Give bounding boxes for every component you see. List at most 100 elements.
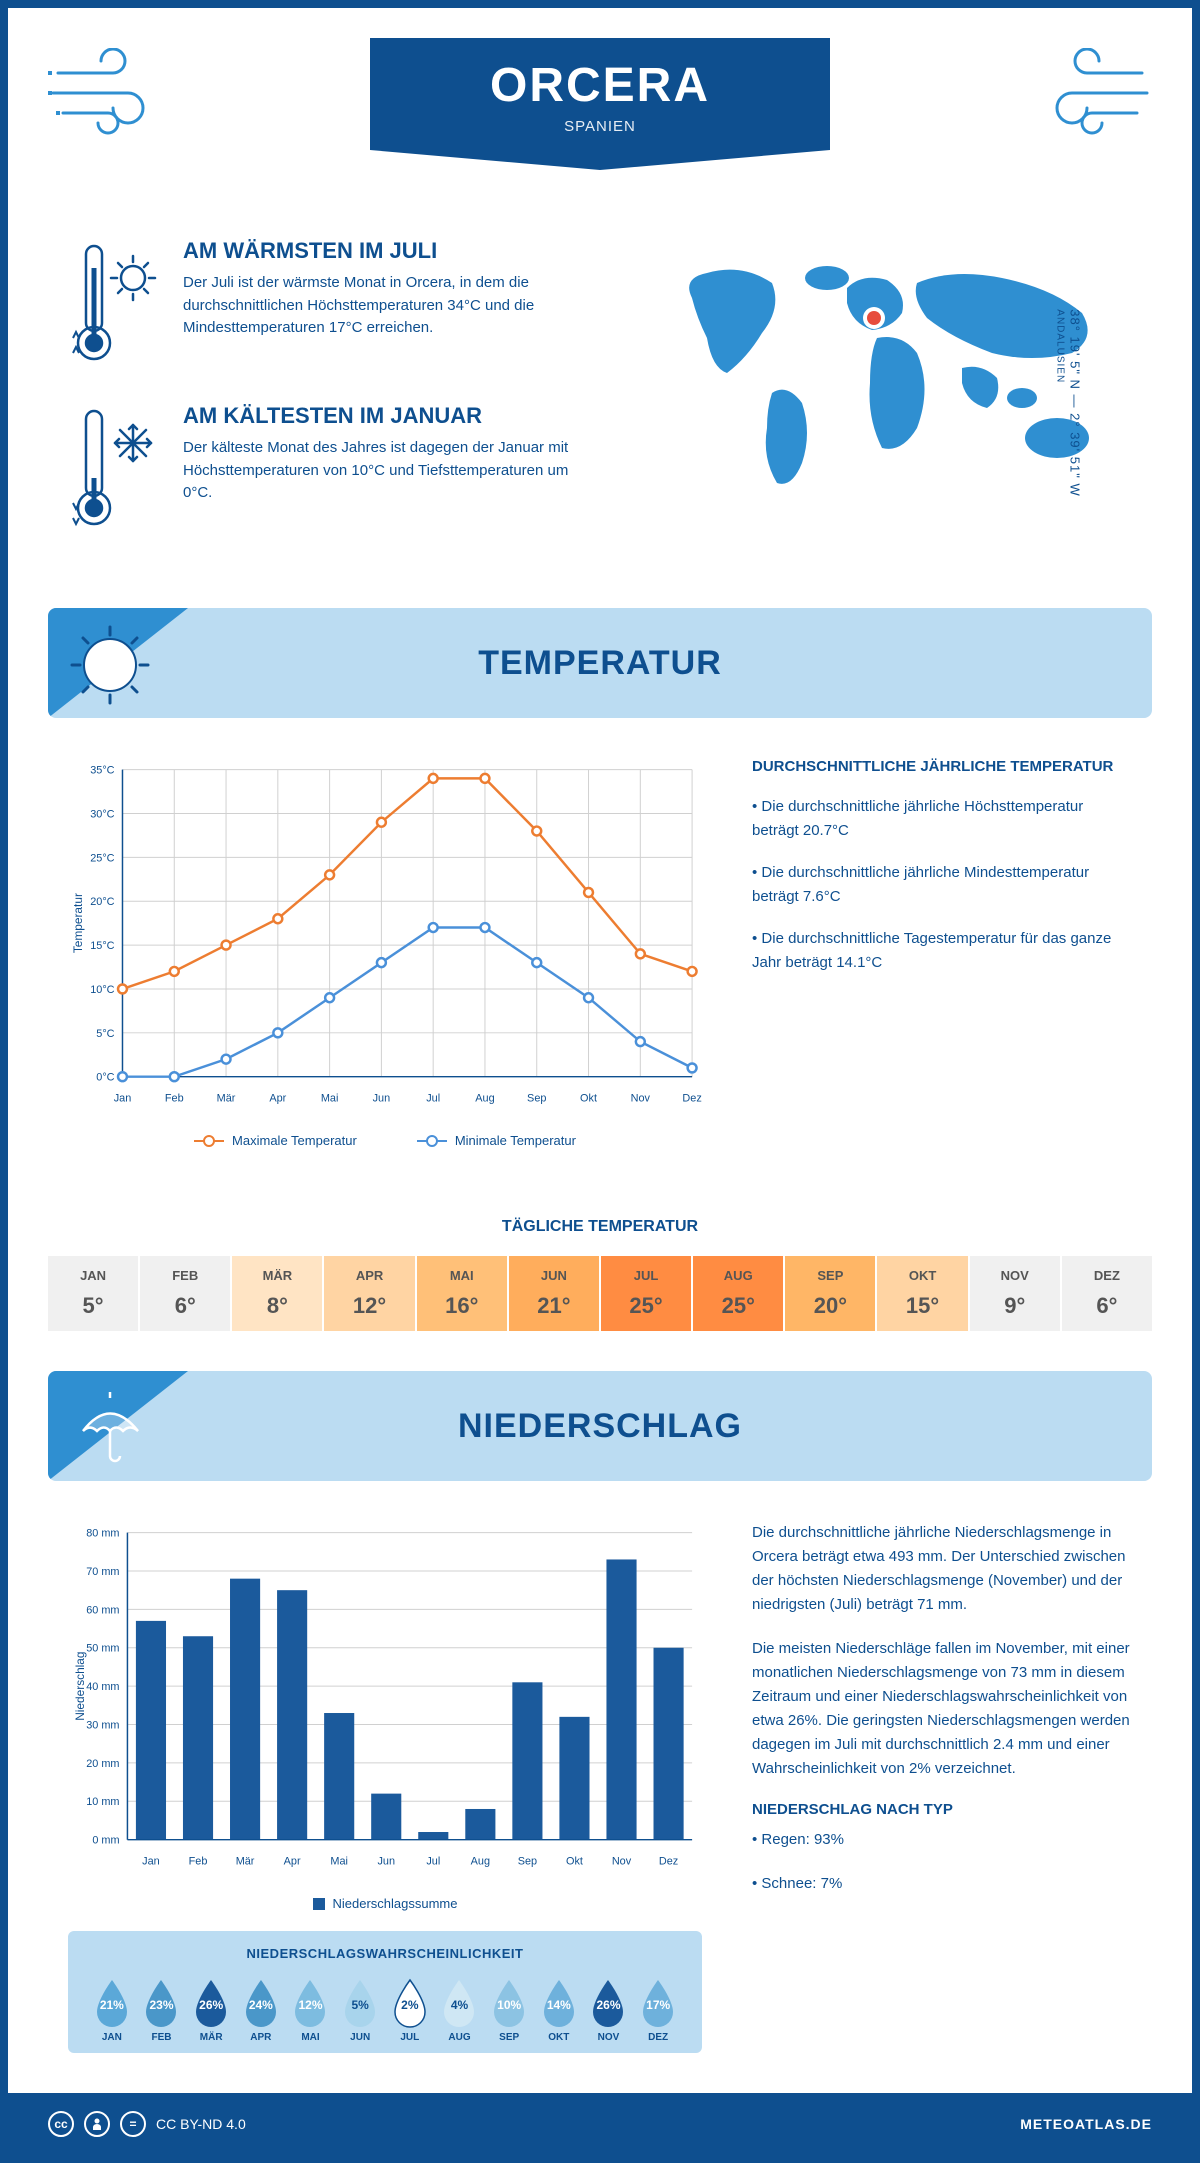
svg-text:30°C: 30°C — [90, 808, 114, 820]
svg-text:30 mm: 30 mm — [86, 1719, 119, 1731]
svg-text:Jun: Jun — [373, 1092, 391, 1104]
legend-max-label: Maximale Temperatur — [232, 1133, 357, 1148]
precip-text: Die durchschnittliche jährliche Niedersc… — [752, 1521, 1132, 1617]
daily-temp-cell: JUL25° — [601, 1256, 691, 1331]
temp-bullet: • Die durchschnittliche jährliche Höchst… — [752, 795, 1132, 843]
svg-text:Okt: Okt — [566, 1855, 583, 1867]
umbrella-icon — [68, 1386, 153, 1476]
daily-temp-cell: JUN21° — [509, 1256, 599, 1331]
svg-text:Mai: Mai — [321, 1092, 339, 1104]
cc-icon: cc — [48, 2111, 74, 2137]
daily-temp-cell: FEB6° — [140, 1256, 230, 1331]
svg-text:Mär: Mär — [236, 1855, 255, 1867]
prob-title: NIEDERSCHLAGSWAHRSCHEINLICHKEIT — [88, 1946, 682, 1961]
svg-text:80 mm: 80 mm — [86, 1528, 119, 1540]
precipitation-probability-box: NIEDERSCHLAGSWAHRSCHEINLICHKEIT 21% JAN … — [68, 1931, 702, 2053]
cc-nd-icon: = — [120, 2111, 146, 2137]
svg-text:Apr: Apr — [284, 1855, 301, 1867]
header: ORCERA SPANIEN — [8, 8, 1192, 208]
svg-text:20°C: 20°C — [90, 896, 114, 908]
svg-text:0 mm: 0 mm — [92, 1835, 119, 1847]
prob-drop-cell: 12% MAI — [287, 1976, 335, 2043]
precipitation-title: NIEDERSCHLAG — [48, 1407, 1152, 1446]
world-map-block: 38° 19' 5" N — 2° 39' 51" W ANDALUSIEN — [652, 238, 1132, 568]
legend-precip-label: Niederschlagssumme — [333, 1896, 458, 1911]
svg-text:10 mm: 10 mm — [86, 1796, 119, 1808]
precipitation-section-header: NIEDERSCHLAG — [48, 1371, 1152, 1481]
svg-text:Nov: Nov — [631, 1092, 651, 1104]
region-label: ANDALUSIEN — [1054, 309, 1065, 496]
legend-min-label: Minimale Temperatur — [455, 1133, 576, 1148]
title-banner: ORCERA SPANIEN — [370, 38, 830, 150]
svg-text:Sep: Sep — [518, 1855, 537, 1867]
svg-text:Jul: Jul — [426, 1855, 440, 1867]
coldest-title: AM KÄLTESTEN IM JANUAR — [183, 403, 583, 429]
svg-text:60 mm: 60 mm — [86, 1604, 119, 1616]
temperature-chart: 0°C5°C10°C15°C20°C25°C30°C35°CJanFebMärA… — [68, 758, 702, 1148]
precipitation-legend: Niederschlagssumme — [68, 1896, 702, 1911]
svg-text:Okt: Okt — [580, 1092, 597, 1104]
precip-type-rain: • Regen: 93% — [752, 1828, 1132, 1852]
thermometer-cold-icon — [68, 403, 158, 538]
wind-icon — [48, 48, 178, 143]
svg-text:Aug: Aug — [475, 1092, 494, 1104]
prob-drop-cell: 2% JUL — [386, 1976, 434, 2043]
license-text: CC BY-ND 4.0 — [156, 2116, 246, 2132]
temp-summary-title: DURCHSCHNITTLICHE JÄHRLICHE TEMPERATUR — [752, 758, 1132, 775]
daily-temp-cell: MÄR8° — [232, 1256, 322, 1331]
thermometer-hot-icon — [68, 238, 158, 373]
precip-text: Die meisten Niederschläge fallen im Nove… — [752, 1637, 1132, 1781]
coordinates: 38° 19' 5" N — 2° 39' 51" W ANDALUSIEN — [1054, 309, 1082, 496]
city-title: ORCERA — [370, 58, 830, 113]
svg-text:Temperatur: Temperatur — [71, 893, 85, 953]
precip-type-snow: • Schnee: 7% — [752, 1872, 1132, 1896]
temperature-section-header: TEMPERATUR — [48, 608, 1152, 718]
svg-text:Mai: Mai — [330, 1855, 348, 1867]
svg-text:15°C: 15°C — [90, 940, 114, 952]
svg-text:70 mm: 70 mm — [86, 1566, 119, 1578]
prob-drop-cell: 26% MÄR — [187, 1976, 235, 2043]
warmest-title: AM WÄRMSTEN IM JULI — [183, 238, 583, 264]
svg-text:Feb: Feb — [189, 1855, 208, 1867]
svg-text:50 mm: 50 mm — [86, 1643, 119, 1655]
svg-text:Jan: Jan — [114, 1092, 132, 1104]
svg-text:10°C: 10°C — [90, 984, 114, 996]
svg-text:Feb: Feb — [165, 1092, 184, 1104]
daily-temp-title: TÄGLICHE TEMPERATUR — [8, 1218, 1192, 1236]
daily-temp-grid: JAN5°FEB6°MÄR8°APR12°MAI16°JUN21°JUL25°A… — [48, 1256, 1152, 1331]
infographic-frame: ORCERA SPANIEN — [0, 0, 1200, 2163]
precip-type-title: NIEDERSCHLAG NACH TYP — [752, 1801, 1132, 1818]
wind-icon — [1022, 48, 1152, 143]
daily-temp-cell: SEP20° — [785, 1256, 875, 1331]
daily-temp-cell: AUG25° — [693, 1256, 783, 1331]
temperature-summary: DURCHSCHNITTLICHE JÄHRLICHE TEMPERATUR •… — [752, 758, 1132, 1148]
warmest-block: AM WÄRMSTEN IM JULI Der Juli ist der wär… — [68, 238, 612, 373]
svg-text:40 mm: 40 mm — [86, 1681, 119, 1693]
svg-text:Jan: Jan — [142, 1855, 160, 1867]
svg-text:Dez: Dez — [659, 1855, 678, 1867]
precipitation-chart: 0 mm10 mm20 mm30 mm40 mm50 mm60 mm70 mm8… — [68, 1521, 702, 1911]
temperature-title: TEMPERATUR — [48, 644, 1152, 683]
temp-bullet: • Die durchschnittliche Tagestemperatur … — [752, 927, 1132, 975]
temperature-legend: .legend-line[style*="ed7d31"]::after{bor… — [68, 1133, 702, 1148]
svg-text:5°C: 5°C — [96, 1028, 114, 1040]
svg-text:0°C: 0°C — [96, 1072, 114, 1084]
daily-temp-cell: APR12° — [324, 1256, 414, 1331]
svg-text:Dez: Dez — [682, 1092, 701, 1104]
coldest-block: AM KÄLTESTEN IM JANUAR Der kälteste Mona… — [68, 403, 612, 538]
prob-drop-cell: 5% JUN — [336, 1976, 384, 2043]
svg-text:Sep: Sep — [527, 1092, 546, 1104]
prob-drop-cell: 4% AUG — [436, 1976, 484, 2043]
coldest-text: Der kälteste Monat des Jahres ist dagege… — [183, 437, 583, 505]
prob-drop-cell: 26% NOV — [585, 1976, 633, 2043]
brand-text: METEOATLAS.DE — [1020, 2116, 1152, 2132]
svg-text:Niederschlag: Niederschlag — [73, 1651, 87, 1720]
daily-temp-cell: DEZ6° — [1062, 1256, 1152, 1331]
cc-by-icon — [84, 2111, 110, 2137]
prob-drop-cell: 23% FEB — [138, 1976, 186, 2043]
warmest-text: Der Juli ist der wärmste Monat in Orcera… — [183, 272, 583, 340]
prob-drop-cell: 14% OKT — [535, 1976, 583, 2043]
svg-text:Mär: Mär — [217, 1092, 236, 1104]
svg-text:Jul: Jul — [426, 1092, 440, 1104]
temp-bullet: • Die durchschnittliche jährliche Mindes… — [752, 861, 1132, 909]
